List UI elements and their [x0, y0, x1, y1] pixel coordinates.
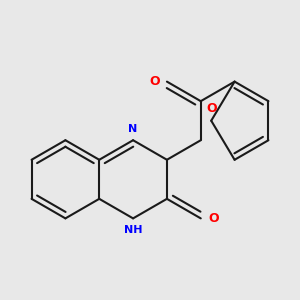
- Text: O: O: [208, 212, 219, 225]
- Text: O: O: [206, 101, 217, 115]
- Text: N: N: [128, 124, 138, 134]
- Text: NH: NH: [124, 224, 142, 235]
- Text: O: O: [149, 75, 160, 88]
